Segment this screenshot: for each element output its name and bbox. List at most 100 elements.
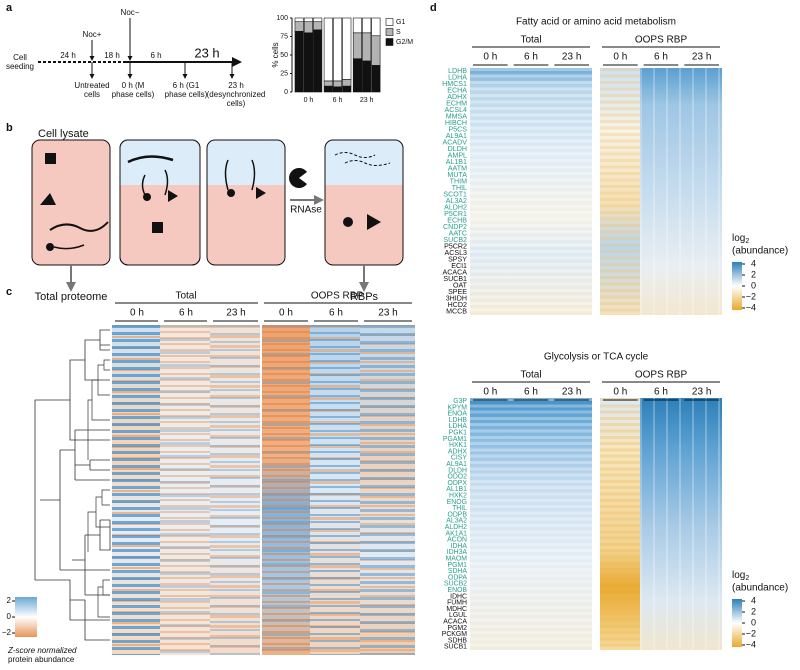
panel-label: d	[430, 2, 437, 14]
row-label: DLDH	[448, 467, 467, 474]
row-label: AK1A1	[446, 530, 468, 537]
row-label: OAT	[453, 282, 468, 290]
row-label: SPSY	[448, 256, 467, 264]
bar-segment	[332, 17, 343, 82]
time-label: 6 h	[524, 52, 538, 63]
row-label: MUTA	[447, 171, 467, 179]
label: RNAse	[290, 205, 322, 216]
time-label: 23 h	[692, 387, 711, 398]
heatmap-block	[600, 68, 640, 315]
row-label: SUCB1	[444, 644, 467, 651]
rna	[49, 221, 109, 232]
legend-title: log2	[732, 233, 749, 245]
heatmap-block	[470, 68, 592, 315]
timeline-label: Noc+	[83, 30, 102, 39]
bar-segment	[371, 65, 381, 93]
row-label: IDHC	[450, 593, 467, 600]
row-label: MCCB	[446, 308, 467, 316]
x-tick-label: 23 h	[360, 97, 374, 104]
row-label: AATM	[448, 165, 467, 173]
bar-segment	[294, 31, 304, 93]
bar-segment	[303, 21, 314, 34]
row-label: ODPX	[447, 480, 467, 487]
row-label: HIBCH	[445, 119, 467, 127]
row-label: THIM	[450, 178, 467, 186]
tube	[206, 139, 286, 266]
legend-label: G1	[396, 19, 405, 26]
brackets	[115, 302, 412, 322]
row-label: FUMH	[447, 600, 467, 607]
y-tick-label: 75	[280, 33, 288, 40]
protein	[40, 193, 56, 205]
row-label: AMPL	[448, 152, 467, 160]
row-label: AL3A2	[446, 197, 467, 205]
row-label: HXK1	[449, 442, 467, 449]
row-label: THIL	[452, 184, 467, 192]
protein	[45, 153, 56, 164]
timeline-label: Untreated cells	[74, 81, 109, 99]
row-label: MMSA	[446, 113, 468, 121]
time-label: 6 h	[329, 308, 343, 319]
colorbar-tick-label: 4	[751, 258, 756, 268]
row-label: ADHX	[447, 93, 467, 101]
row-label: PCKGM	[442, 631, 468, 638]
row-label: ACACA	[443, 269, 468, 277]
row-label: CISY	[451, 455, 467, 462]
time-label: 23 h	[562, 387, 581, 398]
legend-title: (abundance)	[732, 583, 788, 594]
bar-segment	[294, 21, 304, 32]
heatmap-block	[470, 398, 592, 650]
colorbar	[732, 599, 742, 647]
bar-segment	[371, 17, 381, 37]
row-label: ODPB	[447, 511, 467, 518]
bar-segment	[352, 17, 363, 34]
bar-segment	[371, 35, 381, 66]
bar-segment	[332, 80, 343, 88]
row-label: THIL	[452, 505, 467, 512]
tube	[119, 139, 201, 266]
bar-segment	[362, 32, 372, 62]
bar-segment	[342, 79, 352, 87]
heatmap-block	[640, 68, 722, 315]
row-label: ENOB	[447, 587, 467, 594]
row-label: SUCB2	[444, 581, 467, 588]
row-label: KPYM	[447, 404, 467, 411]
label: Cell lysate	[38, 128, 89, 140]
row-label: IDHA	[451, 543, 468, 550]
row-label: AL3A2	[446, 518, 467, 525]
bar-segment	[352, 32, 363, 59]
row-label: SPEE	[448, 288, 467, 296]
row-label: G3P	[453, 398, 467, 405]
colorbar	[15, 597, 37, 637]
colorbar-tick-label: 0	[751, 280, 756, 290]
row-label: HMCS1	[442, 80, 467, 88]
timeline-label: 23 h (desynchronized cells)	[207, 81, 266, 108]
y-tick-label: 0	[284, 89, 288, 96]
bar-segment	[352, 58, 363, 93]
row-label: 3HIDH	[446, 295, 467, 303]
time-label: 23 h	[692, 52, 711, 63]
row-label: LDHB	[448, 67, 467, 75]
legend-swatch	[385, 18, 394, 26]
label: Total proteome	[35, 291, 108, 303]
legend-title: log2	[732, 570, 749, 582]
row-label: AL9A1	[446, 461, 467, 468]
dendrogram	[34, 329, 111, 641]
colorbar-tick-label: 2	[751, 606, 756, 616]
row-label: SCOT1	[443, 191, 467, 199]
row-label: ECHA	[447, 87, 467, 95]
time-label: 6 h	[654, 387, 668, 398]
row-label: ACSL3	[445, 249, 468, 257]
row-label: AL9A1	[446, 132, 467, 140]
row-label: AATC	[449, 230, 467, 238]
heatmap-block	[112, 325, 160, 655]
panel-label: b	[6, 122, 13, 134]
label: RBPs	[350, 291, 379, 303]
row-label: ODPA	[448, 574, 467, 581]
row-label: P5CS	[448, 126, 467, 134]
row-label: ALDH2	[445, 524, 467, 531]
bar-segment	[332, 86, 343, 93]
group-label: OOPS RBP	[635, 370, 688, 381]
bar-chart: 0 25 50 75 100 0 h 6 h 23 h G1 S G2/M	[276, 15, 413, 104]
